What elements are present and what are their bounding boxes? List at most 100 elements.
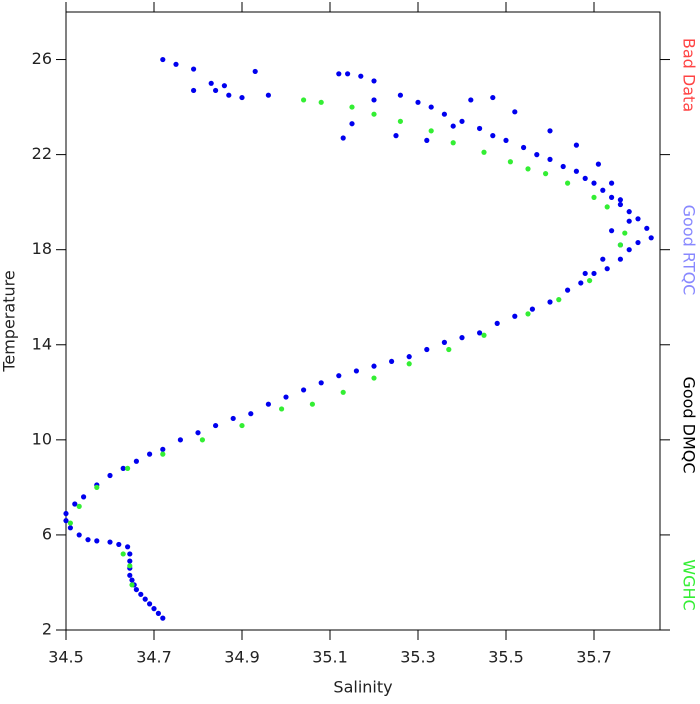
point (230, 415, 236, 422)
point (208, 80, 214, 86)
point (543, 171, 549, 177)
y-tick-label: 26 (32, 49, 52, 68)
point (507, 159, 513, 165)
point (525, 166, 531, 172)
point (120, 465, 126, 471)
point (371, 97, 377, 103)
point (72, 501, 78, 507)
legend-entry: Good DMQC (680, 376, 699, 473)
point (67, 520, 73, 526)
x-tick-label: 35.3 (400, 648, 436, 667)
point (107, 539, 113, 545)
point (147, 601, 153, 607)
y-tick-label: 22 (32, 144, 52, 163)
legend-entry: Good RTQC (680, 205, 699, 296)
point (600, 256, 606, 262)
x-axis-label: Salinity (333, 678, 392, 697)
point (481, 332, 487, 338)
point (635, 239, 641, 246)
point (340, 135, 346, 141)
point (283, 394, 289, 400)
point (397, 92, 403, 98)
point (147, 451, 153, 457)
point (116, 541, 122, 548)
point (226, 92, 232, 98)
point (450, 123, 456, 129)
point (617, 256, 624, 262)
point (617, 197, 624, 203)
point (481, 149, 487, 155)
point (129, 577, 135, 583)
point (393, 133, 399, 139)
y-tick-label: 14 (32, 334, 52, 353)
point (441, 111, 447, 117)
point (424, 346, 430, 353)
point (459, 118, 465, 124)
point (127, 551, 133, 557)
point (160, 56, 166, 63)
point (591, 180, 597, 186)
point (353, 368, 359, 374)
point (547, 299, 553, 305)
point (591, 270, 597, 277)
x-tick-label: 35.1 (312, 648, 348, 667)
point (547, 128, 553, 134)
point (107, 472, 113, 479)
point (503, 137, 509, 143)
point (371, 363, 377, 369)
point (477, 125, 483, 132)
point (626, 209, 632, 215)
point (573, 168, 580, 174)
y-tick-label: 6 (42, 524, 52, 543)
point (406, 361, 412, 367)
point (565, 180, 571, 186)
x-tick-label: 34.5 (48, 648, 84, 667)
x-tick-label: 34.9 (224, 648, 260, 667)
point (582, 270, 588, 277)
point (595, 161, 602, 167)
point (604, 204, 610, 210)
point (565, 287, 571, 293)
point (389, 358, 395, 365)
point (76, 503, 82, 509)
point (63, 518, 69, 524)
x-tick-label: 34.7 (136, 648, 172, 667)
point (600, 187, 606, 193)
point (336, 373, 342, 379)
point (213, 422, 219, 429)
point (76, 532, 82, 538)
point (301, 97, 307, 103)
point (199, 437, 205, 443)
point (604, 266, 610, 272)
point (142, 596, 148, 602)
point (160, 615, 166, 621)
point (125, 544, 131, 550)
point (446, 346, 452, 353)
point (428, 128, 434, 134)
legend-entry: WGHC (680, 559, 699, 610)
point (587, 277, 593, 284)
point (617, 201, 624, 208)
point (490, 133, 496, 139)
point (468, 97, 474, 103)
point (371, 78, 377, 84)
point (252, 68, 258, 75)
point (371, 111, 377, 117)
point (582, 175, 588, 181)
point (494, 320, 500, 326)
x-tick-label: 35.5 (488, 648, 524, 667)
point (160, 451, 166, 457)
point (397, 118, 403, 124)
point (560, 163, 566, 170)
point (94, 484, 100, 490)
legend-entry: Bad Data (680, 38, 699, 112)
point (406, 354, 412, 360)
point (521, 144, 527, 151)
point (441, 339, 447, 345)
point (626, 218, 632, 224)
point (635, 216, 641, 222)
point (239, 422, 245, 429)
point (349, 104, 355, 110)
point (622, 230, 628, 236)
